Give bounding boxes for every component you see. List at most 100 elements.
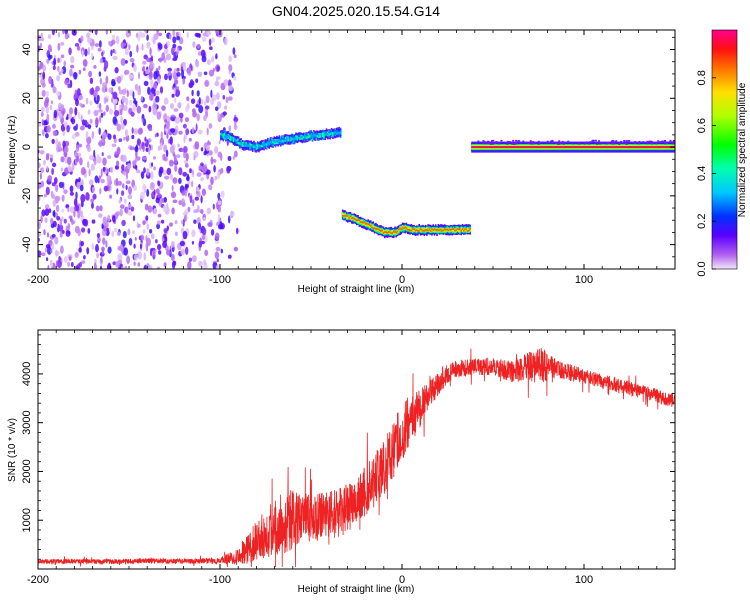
heatmap-noise-cell: [186, 173, 190, 181]
heatmap-noise-cell: [146, 223, 149, 230]
heatmap-noise-cell: [76, 181, 81, 190]
heatmap-track-cell: [414, 229, 417, 232]
heatmap-noise-cell: [195, 123, 198, 132]
heatmap-track-cell: [408, 226, 410, 231]
heatmap-noise-cell: [214, 81, 220, 87]
heatmap-noise-cell: [183, 135, 186, 144]
heatmap-track-cell: [560, 146, 562, 149]
heatmap-noise-cell: [177, 102, 182, 109]
heatmap-noise-cell: [157, 76, 161, 84]
heatmap-track-cell: [618, 146, 621, 149]
heatmap-noise-cell: [49, 104, 53, 110]
heatmap-noise-cell: [174, 79, 179, 85]
heatmap-noise-cell: [121, 164, 125, 171]
y-tick-label: 4000: [21, 362, 33, 386]
heatmap-noise-cell: [169, 103, 175, 109]
heatmap-noise-cell: [112, 261, 117, 266]
heatmap-track-cell: [398, 228, 400, 231]
heatmap-track-cell: [667, 146, 669, 149]
heatmap-track-cell: [532, 142, 535, 145]
heatmap-noise-cell: [154, 133, 157, 138]
heatmap-noise-cell: [215, 53, 218, 59]
heatmap-track-cell: [550, 146, 552, 149]
heatmap-noise-cell: [69, 107, 73, 115]
heatmap-track-cell: [517, 146, 519, 149]
heatmap-track-cell: [571, 146, 574, 149]
heatmap-noise-cell: [150, 82, 153, 89]
heatmap-noise-cell: [184, 117, 190, 123]
x-tick-label: -200: [27, 574, 49, 586]
colorbar-tick-label: 0.4: [696, 166, 708, 181]
heatmap-noise-cell: [174, 164, 178, 172]
heatmap-noise-cell: [89, 100, 93, 106]
heatmap-track-cell: [513, 143, 516, 145]
heatmap-noise-cell: [109, 108, 113, 115]
heatmap-noise-cell: [169, 222, 173, 227]
heatmap-noise-cell: [212, 94, 217, 102]
heatmap-track-cell: [350, 217, 353, 220]
heatmap-noise-cell: [109, 194, 112, 199]
heatmap-noise-cell: [99, 265, 103, 269]
heatmap-noise-cell: [91, 130, 95, 140]
heatmap-noise-cell: [163, 228, 168, 234]
heatmap-noise-cell: [60, 68, 64, 73]
heatmap-noise-cell: [157, 244, 162, 251]
heatmap-noise-cell: [77, 211, 81, 219]
heatmap-track-cell: [282, 140, 284, 143]
heatmap-noise-cell: [216, 258, 219, 263]
heatmap-track-cell: [334, 131, 337, 134]
heatmap-track-cell: [259, 145, 262, 148]
heatmap-track-cell: [406, 228, 409, 231]
heatmap-noise-cell: [197, 51, 202, 56]
heatmap-noise-cell: [196, 186, 200, 192]
heatmap-noise-cell: [180, 117, 183, 123]
heatmap-track-cell: [666, 146, 668, 149]
heatmap-track-cell: [418, 227, 420, 232]
heatmap-track-cell: [483, 146, 486, 149]
heatmap-track-cell: [650, 140, 653, 143]
heatmap-track-cell: [561, 146, 564, 149]
heatmap-track-cell: [373, 227, 376, 230]
heatmap-noise-cell: [155, 188, 160, 195]
heatmap-track-cell: [546, 146, 548, 149]
spectrogram-y-label: Frequency (Hz): [7, 116, 18, 185]
heatmap-track-cell: [293, 137, 296, 141]
heatmap-noise-cell: [115, 177, 119, 187]
heatmap-track-cell: [273, 139, 276, 143]
heatmap-track-cell: [441, 227, 443, 232]
heatmap-noise-cell: [190, 181, 193, 187]
heatmap-track-cell: [313, 134, 315, 137]
heatmap-noise-cell: [206, 141, 212, 146]
colorbar-tick-label: 0.8: [696, 70, 708, 85]
heatmap-track-cell: [623, 140, 626, 142]
heatmap-track-cell: [461, 228, 464, 231]
heatmap-noise-cell: [68, 47, 72, 56]
heatmap-noise-cell: [38, 221, 41, 230]
heatmap-noise-cell: [127, 163, 132, 169]
heatmap-noise-cell: [39, 172, 42, 180]
heatmap-track-cell: [519, 146, 522, 149]
heatmap-track-cell: [419, 228, 422, 231]
heatmap-noise-cell: [142, 156, 147, 161]
heatmap-noise-cell: [171, 93, 175, 98]
heatmap-noise-cell: [141, 43, 144, 51]
heatmap-noise-cell: [200, 195, 203, 204]
heatmap-noise-cell: [191, 127, 195, 134]
heatmap-noise-cell: [138, 144, 142, 151]
heatmap-track-cell: [584, 146, 587, 149]
heatmap-track-cell: [459, 228, 461, 231]
heatmap-noise-cell: [143, 80, 149, 86]
heatmap-noise-cell: [182, 64, 187, 72]
heatmap-noise-cell: [200, 147, 204, 152]
heatmap-track-cell: [650, 146, 653, 149]
heatmap-noise-cell: [173, 83, 176, 88]
heatmap-noise-cell: [44, 208, 50, 216]
heatmap-noise-cell: [89, 88, 95, 95]
heatmap-noise-cell: [83, 255, 86, 260]
heatmap-noise-cell: [80, 35, 84, 42]
heatmap-noise-cell: [101, 152, 104, 157]
heatmap-track-cell: [339, 131, 342, 135]
heatmap-track-cell: [528, 146, 531, 149]
heatmap-track-cell: [510, 146, 513, 149]
